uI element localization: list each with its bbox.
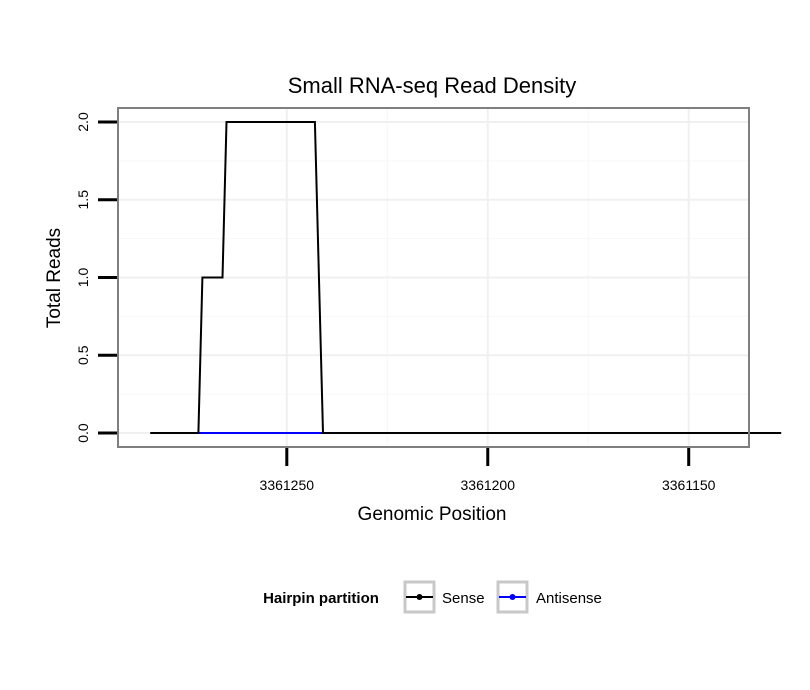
y-tick-label: 1.5 bbox=[75, 190, 91, 210]
chart-title: Small RNA-seq Read Density bbox=[288, 73, 577, 98]
legend-label-sense: Sense bbox=[442, 590, 485, 607]
legend-title: Hairpin partition bbox=[263, 590, 379, 607]
plot-panel-border bbox=[117, 107, 750, 448]
x-axis: 3361250 3361200 3361150 bbox=[260, 448, 716, 493]
x-tick-label: 3361250 bbox=[260, 477, 315, 493]
legend-items: Sense Antisense bbox=[403, 580, 602, 614]
y-tick-label: 2.0 bbox=[75, 112, 91, 132]
x-axis-title: Genomic Position bbox=[358, 504, 507, 525]
y-tick-label: 1.0 bbox=[75, 268, 91, 288]
legend-label-antisense: Antisense bbox=[536, 590, 602, 607]
legend: Hairpin partition Sense Antisense bbox=[263, 580, 602, 614]
legend-key-point bbox=[416, 594, 423, 600]
x-tick-label: 3361200 bbox=[461, 477, 516, 493]
y-tick-label: 0.5 bbox=[75, 345, 91, 365]
series-line-sense bbox=[150, 121, 782, 434]
y-axis-title: Total Reads bbox=[44, 228, 65, 328]
y-tick-label: 0.0 bbox=[75, 423, 91, 443]
x-tick-label: 3361150 bbox=[662, 477, 716, 493]
y-axis: 0.0 0.5 1.0 1.5 2.0 bbox=[75, 112, 117, 443]
series-layer bbox=[150, 121, 782, 434]
legend-key-point bbox=[509, 594, 516, 600]
